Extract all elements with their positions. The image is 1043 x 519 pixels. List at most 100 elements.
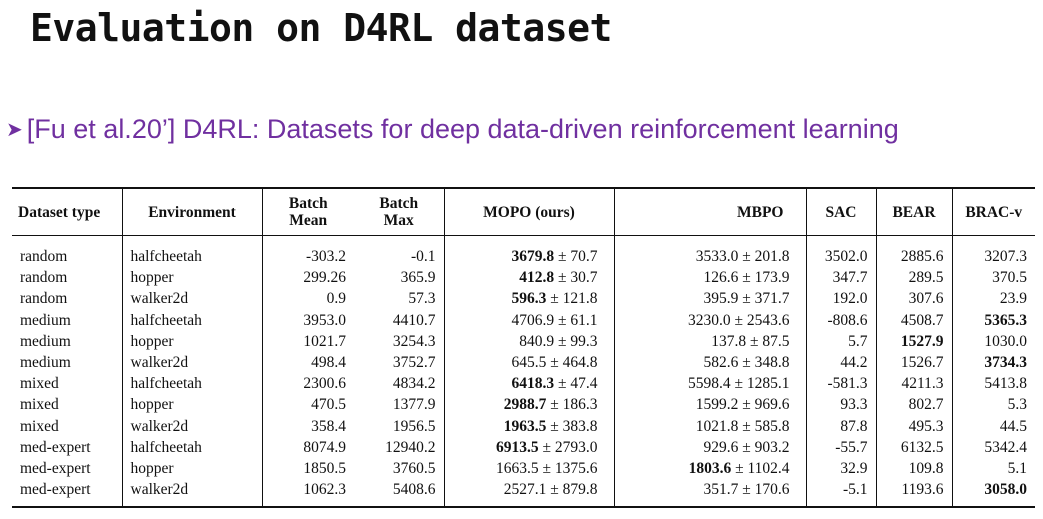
cell-mopo: 1663.5 ± 1375.6 — [443, 458, 614, 480]
cell-sac: 87.8 — [805, 415, 876, 437]
cell-mbpo-std: ± 87.5 — [749, 332, 790, 350]
citation-bullet: ➤ [Fu et al.20’] D4RL: Datasets for deep … — [6, 114, 899, 145]
cell-bear-value: 1193.6 — [901, 481, 944, 499]
cell-brac-value: 5365.3 — [984, 311, 1027, 329]
cell-batch-mean: 498.4 — [261, 352, 354, 374]
header-batch-mean-line1: Batch — [288, 195, 328, 212]
cell-batch-max-value: -0.1 — [410, 248, 436, 265]
cell-sac-value: 5.7 — [848, 332, 868, 350]
cell-environment: walker2d — [121, 415, 262, 437]
cell-batch-mean: 1850.5 — [261, 458, 354, 480]
cell-dataset-type: mixed — [12, 394, 122, 415]
cell-batch-mean-value: 470.5 — [311, 396, 346, 414]
cell-mbpo-std: ± 173.9 — [742, 269, 790, 287]
cell-mbpo-value: 1599.2 — [695, 396, 739, 414]
cell-mbpo-value: 5598.4 — [687, 375, 731, 393]
cell-mbpo-value: 1803.6 — [688, 460, 732, 478]
cell-environment: hopper — [121, 267, 262, 289]
cell-bear: 6132.5 — [875, 436, 952, 459]
cell-batch-max-value: 5408.6 — [392, 481, 436, 499]
cell-mopo-value: 2527.1 — [503, 481, 547, 499]
cell-environment-value: hopper — [130, 460, 174, 478]
cell-environment-value: halfcheetah — [130, 248, 202, 265]
table-row: mixed walker2d 358.4 1956.5 1963.5 ± 383.8 10… — [12, 415, 1035, 437]
header-mbpo: MBPO — [613, 188, 806, 236]
cell-batch-max-value: 4410.7 — [392, 311, 436, 329]
table-row: medium halfcheetah 3953.0 4410.7 4706.9 ± 61… — [12, 309, 1035, 331]
cell-sac-value: -581.3 — [827, 375, 868, 393]
cell-environment: walker2d — [121, 288, 262, 310]
cell-dataset-type-value: random — [20, 269, 68, 287]
cell-batch-mean: -303.2 — [261, 235, 354, 268]
cell-mbpo-value: 3533.0 — [695, 248, 739, 265]
cell-brac: 5413.8 — [951, 373, 1035, 395]
cell-bear: 109.8 — [875, 458, 952, 480]
cell-bear-value: 307.6 — [908, 290, 944, 308]
cell-mopo: 2988.7 ± 186.3 — [443, 394, 614, 416]
cell-mopo-value: 1663.5 — [495, 460, 539, 478]
cell-mopo-std: ± 186.3 — [550, 396, 598, 414]
cell-batch-max-value: 12940.2 — [385, 438, 436, 456]
cell-mbpo-value: 126.6 — [703, 269, 739, 287]
cell-mopo-std: ± 464.8 — [550, 354, 598, 372]
cell-batch-mean-value: 3953.0 — [303, 311, 346, 329]
cell-mopo: 6418.3 ± 47.4 — [443, 373, 614, 395]
cell-environment-value: halfcheetah — [130, 311, 202, 329]
cell-batch-max: 4834.2 — [354, 373, 444, 394]
cell-mopo: 645.5 ± 464.8 — [443, 352, 614, 374]
cell-mbpo-std: ± 969.6 — [742, 396, 790, 414]
table-row: med-expert walker2d 1062.3 5408.6 2527.1 ± 8… — [12, 479, 1035, 508]
cell-bear: 2885.6 — [875, 235, 952, 268]
cell-batch-max-value: 3752.7 — [392, 354, 436, 372]
cell-bear: 1526.7 — [875, 352, 952, 374]
cell-mbpo: 929.6 ± 903.2 — [613, 436, 806, 459]
cell-dataset-type: random — [12, 267, 122, 288]
table-row: mixed hopper 470.5 1377.9 2988.7 ± 186.3 1599… — [12, 394, 1035, 416]
results-table: Dataset type Environment Batch Mean Batch… — [12, 187, 1035, 508]
cell-dataset-type: random — [12, 288, 122, 309]
cell-mbpo: 351.7 ± 170.6 — [613, 479, 806, 508]
cell-brac: 23.9 — [951, 288, 1035, 310]
cell-mopo-value: 412.8 — [519, 269, 555, 287]
cell-environment: halfcheetah — [121, 373, 262, 395]
cell-mbpo-std: ± 2543.6 — [734, 311, 790, 329]
cell-brac-value: 5342.4 — [984, 438, 1027, 456]
cell-batch-mean-value: 1850.5 — [303, 460, 346, 478]
cell-batch-mean: 8074.9 — [261, 436, 354, 459]
header-batch-mean-line2: Mean — [289, 212, 328, 229]
cell-sac-value: -55.7 — [835, 438, 868, 456]
cell-mopo-value: 6913.5 — [495, 438, 539, 456]
cell-mbpo-value: 929.6 — [703, 438, 739, 456]
cell-mbpo: 1803.6 ± 1102.4 — [613, 458, 806, 480]
cell-dataset-type: medium — [12, 352, 122, 373]
cell-dataset-type-value: medium — [20, 354, 71, 372]
citation-text: [Fu et al.20’] D4RL: Datasets for deep d… — [26, 114, 899, 144]
cell-bear-value: 4508.7 — [900, 311, 944, 329]
cell-mopo-std: ± 61.1 — [557, 311, 598, 329]
cell-environment: halfcheetah — [121, 436, 262, 459]
cell-batch-mean: 1062.3 — [261, 479, 354, 508]
cell-sac-value: 3502.0 — [824, 248, 868, 265]
cell-mbpo: 1599.2 ± 969.6 — [613, 394, 806, 416]
cell-brac-value: 5.3 — [1007, 396, 1027, 414]
cell-mopo-value: 596.3 — [511, 290, 547, 308]
cell-brac-value: 5.1 — [1007, 460, 1027, 478]
cell-batch-mean: 2300.6 — [261, 373, 354, 395]
cell-mbpo-value: 582.6 — [703, 354, 739, 372]
table-row: mixed halfcheetah 2300.6 4834.2 6418.3 ± 47.… — [12, 373, 1035, 395]
cell-dataset-type-value: med-expert — [20, 460, 91, 478]
cell-bear-value: 495.3 — [908, 417, 944, 435]
cell-dataset-type: mixed — [12, 373, 122, 394]
cell-dataset-type-value: med-expert — [20, 481, 91, 499]
cell-dataset-type-value: mixed — [20, 375, 59, 393]
cell-mopo-std: ± 879.8 — [550, 481, 598, 499]
cell-bear: 802.7 — [875, 394, 952, 416]
cell-mopo: 412.8 ± 30.7 — [443, 267, 614, 289]
table-row: med-expert halfcheetah 8074.9 12940.2 6913.5… — [12, 436, 1035, 459]
cell-environment-value: hopper — [130, 269, 174, 287]
cell-mbpo-std: ± 1285.1 — [734, 375, 790, 393]
cell-batch-max: 57.3 — [354, 288, 444, 309]
cell-sac: 5.7 — [805, 330, 876, 353]
cell-batch-max-value: 57.3 — [408, 290, 436, 308]
cell-bear: 307.6 — [875, 288, 952, 310]
